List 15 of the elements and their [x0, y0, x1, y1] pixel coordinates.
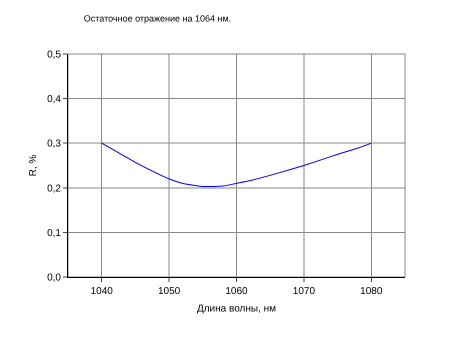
x-tick-label: 1040 — [90, 286, 114, 297]
x-axis-title: Длина волны, нм — [196, 304, 276, 314]
chart-title: Остаточное отражение на 1064 нм. — [84, 13, 232, 24]
x-tick-label: 1080 — [360, 286, 383, 297]
y-tick-label: 0,1 — [47, 228, 62, 239]
y-tick-label: 0,4 — [47, 94, 62, 106]
x-tick-label: 1050 — [158, 286, 181, 297]
y-tick-label: 0,2 — [47, 183, 62, 194]
y-axis-title: R, % — [28, 154, 40, 176]
x-tick-label: 1070 — [292, 286, 316, 297]
y-tick-label: 0,3 — [47, 138, 62, 150]
y-tick-label: 0,0 — [47, 272, 62, 284]
y-tick-label: 0,5 — [47, 50, 62, 60]
x-tick-label: 1060 — [225, 286, 248, 297]
line-series — [101, 142, 372, 188]
